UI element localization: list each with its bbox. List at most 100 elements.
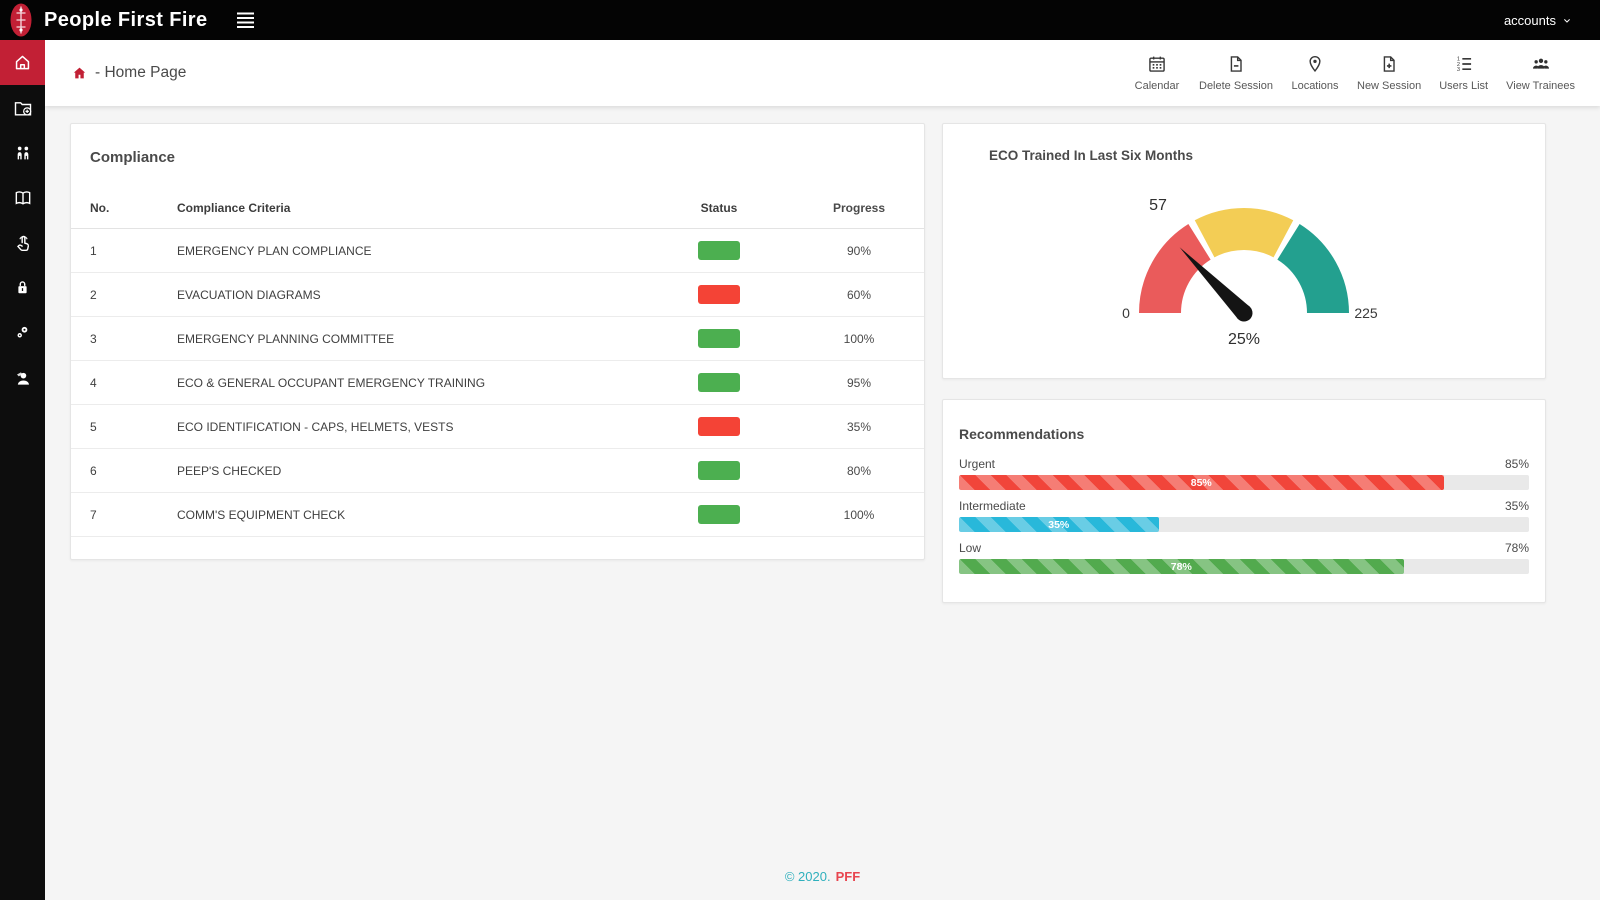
status-pill: [698, 241, 740, 260]
file-plus-icon: [1383, 56, 1395, 72]
table-row: 3 EMERGENCY PLANNING COMMITTEE 100%: [71, 317, 924, 361]
calendar-icon: [1149, 56, 1165, 72]
users-icon: [17, 146, 28, 159]
content-area: Compliance No. Compliance Criteria Statu…: [45, 106, 1600, 852]
status-pill: [698, 373, 740, 392]
gauge-value-tick: 57: [1149, 197, 1167, 214]
status-pill: [698, 505, 740, 524]
calendar-button[interactable]: Calendar: [1124, 54, 1190, 92]
gauge-chart: 0 57 225 25%: [1122, 197, 1378, 348]
tool-label: Users List: [1439, 80, 1489, 92]
row-progress: 100%: [843, 331, 875, 346]
sidebar-item-keys[interactable]: [0, 310, 45, 355]
bar-inner-label: 78%: [1170, 560, 1192, 573]
status-pill: [698, 329, 740, 348]
table-header: No. Compliance Criteria Status Progress: [71, 187, 924, 229]
compliance-card: Compliance No. Compliance Criteria Statu…: [70, 123, 925, 560]
sidebar-item-users[interactable]: [0, 130, 45, 175]
delete-session-button[interactable]: Delete Session: [1190, 54, 1282, 92]
row-progress: 95%: [846, 375, 872, 390]
breadcrumb-label: - Home Page: [95, 64, 187, 81]
row-progress: 100%: [843, 507, 875, 522]
top-bar: People First Fire accounts: [0, 0, 1600, 40]
gauge-title: ECO Trained In Last Six Months: [989, 148, 1194, 163]
bar-inner-label: 85%: [1190, 476, 1212, 489]
table-row: 2 EVACUATION DIAGRAMS 60%: [71, 273, 924, 317]
row-criteria: EMERGENCY PLAN COMPLIANCE: [177, 243, 372, 258]
sidebar-item-courses[interactable]: [0, 175, 45, 220]
view-trainees-button[interactable]: View Trainees: [1497, 54, 1584, 92]
recommendation-row: Low 78% 78%: [959, 541, 1529, 574]
gauge-segment-low: [1139, 223, 1212, 314]
gauge-segment-mid: [1194, 208, 1294, 258]
reco-bars: Urgent 85% 85% Intermediate 35% 35% Low …: [959, 457, 1529, 574]
table-row: 4 ECO & GENERAL OCCUPANT EMERGENCY TRAIN…: [71, 361, 924, 405]
row-progress: 90%: [846, 243, 872, 258]
row-progress: 80%: [846, 463, 872, 478]
right-column: ECO Trained In Last Six Months 0 57 225 …: [942, 123, 1546, 603]
sidebar-item-attendance[interactable]: [0, 220, 45, 265]
lock-icon: [18, 281, 27, 294]
table-row: 5 ECO IDENTIFICATION - CAPS, HELMETS, VE…: [71, 405, 924, 449]
bar-fill: 35%: [959, 517, 1159, 532]
brand-title: People First Fire: [44, 8, 208, 31]
footer: © 2020. PFF: [45, 852, 1600, 900]
sidebar-item-sessions[interactable]: [0, 85, 45, 130]
gauge-percent-label: 25%: [1228, 331, 1260, 348]
bar-percent-right: 85%: [1504, 457, 1529, 471]
accounts-dropdown[interactable]: accounts: [1504, 13, 1572, 28]
users-list-button[interactable]: 1 2 3 Users List: [1430, 54, 1497, 92]
home-icon: [15, 55, 30, 70]
toolbar: Calendar Delete Session Locations: [1124, 54, 1584, 92]
row-criteria: ECO & GENERAL OCCUPANT EMERGENCY TRAININ…: [177, 375, 486, 390]
bar-label: Intermediate: [959, 499, 1026, 513]
recommendations-title: Recommendations: [959, 426, 1085, 442]
row-criteria: EVACUATION DIAGRAMS: [177, 287, 321, 302]
row-progress: 60%: [846, 287, 872, 302]
page-bar: - Home Page Calendar Delete Session: [45, 40, 1600, 106]
file-minus-icon: [1230, 56, 1242, 72]
bar-fill: 78%: [959, 559, 1404, 574]
col-header-criteria: Compliance Criteria: [177, 200, 291, 215]
recommendation-row: Intermediate 35% 35%: [959, 499, 1529, 532]
hamburger-icon[interactable]: [236, 12, 255, 29]
status-pill: [698, 285, 740, 304]
sidebar-item-home[interactable]: [0, 40, 45, 85]
accounts-label: accounts: [1503, 12, 1556, 28]
bar-track: 78%: [959, 559, 1529, 574]
gauge-needle: [1179, 247, 1253, 322]
table-row: 1 EMERGENCY PLAN COMPLIANCE 90%: [71, 229, 924, 273]
locations-button[interactable]: Locations: [1282, 54, 1348, 92]
bar-label: Urgent: [959, 457, 996, 471]
row-no: 2: [90, 287, 97, 302]
col-header-status: Status: [700, 200, 738, 215]
gauge-segment-high: [1276, 223, 1349, 314]
table-row: 7 COMM'S EQUIPMENT CHECK 100%: [71, 493, 924, 537]
row-no: 5: [90, 419, 97, 434]
svg-text:1: 1: [1456, 57, 1459, 63]
gauge-card: ECO Trained In Last Six Months 0 57 225 …: [942, 123, 1546, 379]
row-criteria: COMM'S EQUIPMENT CHECK: [177, 507, 346, 522]
row-criteria: EMERGENCY PLANNING COMMITTEE: [177, 331, 395, 346]
row-criteria: PEEP'S CHECKED: [177, 463, 282, 478]
row-no: 3: [90, 331, 97, 346]
sidebar-item-trainer[interactable]: [0, 355, 45, 400]
svg-text:3: 3: [1456, 67, 1459, 73]
map-pin-icon: [1309, 55, 1321, 73]
bar-label: Low: [959, 541, 982, 555]
bar-track: 35%: [959, 517, 1529, 532]
footer-brand: PFF: [835, 868, 861, 884]
row-criteria: ECO IDENTIFICATION - CAPS, HELMETS, VEST…: [177, 419, 454, 434]
gauge-min-label: 0: [1122, 305, 1130, 321]
breadcrumb[interactable]: - Home Page: [71, 64, 186, 82]
new-session-button[interactable]: New Session: [1348, 54, 1430, 92]
bar-track: 85%: [959, 475, 1529, 490]
recommendations-card: Recommendations Urgent 85% 85% Intermedi…: [942, 399, 1546, 603]
bar-inner-label: 35%: [1048, 518, 1070, 531]
hand-pointer-icon: [16, 235, 29, 251]
sidebar-item-security[interactable]: [0, 265, 45, 310]
row-progress: 35%: [846, 419, 872, 434]
row-no: 6: [90, 463, 97, 478]
copyright-text: © 2020.: [784, 868, 831, 884]
col-header-progress: Progress: [832, 200, 886, 215]
